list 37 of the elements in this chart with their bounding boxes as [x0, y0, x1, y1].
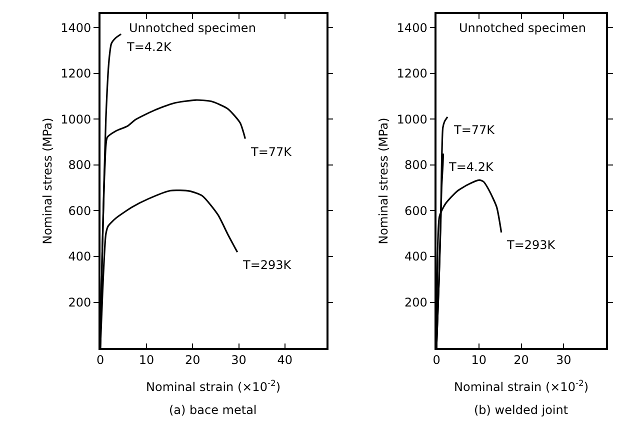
- annotation: Unnotched specimen: [129, 21, 256, 35]
- y-tick-label: 600: [68, 204, 92, 218]
- y-tick-label: 800: [68, 158, 92, 172]
- annotation: T=293K: [242, 258, 292, 272]
- y-tick-label: 200: [404, 295, 428, 310]
- x-tick-label: 10: [471, 353, 487, 368]
- x-tick-label: 10: [138, 353, 154, 368]
- y-tick-label: 600: [404, 204, 428, 218]
- annotation: T=293K: [506, 238, 556, 252]
- annotation: T=4.2K: [448, 160, 494, 174]
- y-tick-label: 400: [404, 250, 428, 264]
- x-tick-label: 30: [556, 353, 572, 368]
- annotation: T=77K: [453, 123, 496, 137]
- text: (a) bace metal: [169, 403, 257, 417]
- annotation: Unnotched specimen: [459, 21, 586, 35]
- y-tick-label: 1200: [60, 66, 92, 81]
- y-tick-label: 400: [68, 250, 92, 264]
- y-tick-label: 1400: [396, 20, 428, 35]
- y-tick-label: 1000: [60, 112, 92, 126]
- y-tick-label: 1200: [396, 66, 428, 81]
- y-axis-title: Nominal stress (MPa): [40, 118, 54, 244]
- y-axis-title: Nominal stress (MPa): [376, 118, 391, 244]
- x-axis-title: Nominal strain (×10$^{-2}$): [454, 378, 588, 394]
- y-tick-label: 1400: [60, 20, 92, 35]
- y-tick-label: 1000: [396, 112, 428, 126]
- text: (b) welded joint: [474, 403, 568, 417]
- x-tick-label: 0: [96, 353, 104, 368]
- y-tick-label: 800: [404, 158, 428, 172]
- x-axis-title: Nominal strain (×10$^{-2}$): [146, 378, 280, 394]
- x-tick-label: 20: [184, 353, 200, 368]
- x-tick-label: 0: [432, 353, 440, 368]
- annotation: T=77K: [250, 145, 293, 159]
- annotation: T=4.2K: [126, 40, 172, 54]
- y-tick-label: 200: [68, 295, 92, 310]
- x-tick-label: 30: [231, 353, 246, 368]
- x-tick-label: 20: [514, 353, 529, 368]
- x-tick-label: 40: [277, 353, 293, 368]
